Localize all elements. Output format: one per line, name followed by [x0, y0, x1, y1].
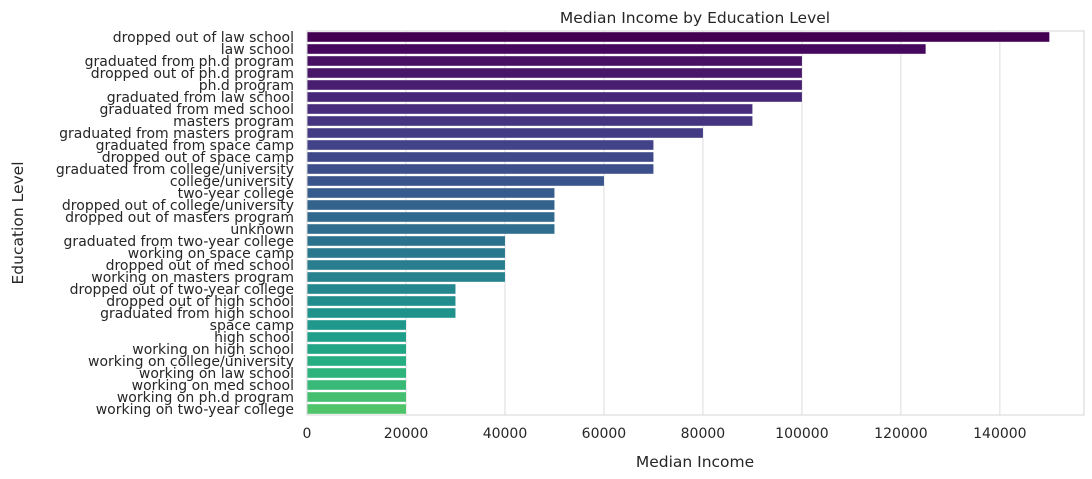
bar: [307, 128, 703, 138]
y-tick-label: working on high school: [132, 342, 294, 358]
y-tick-label: dropped out of med school: [106, 258, 294, 274]
y-tick-label: dropped out of high school: [106, 294, 294, 310]
y-tick-label: law school: [221, 42, 294, 58]
bar: [307, 368, 406, 378]
bar: [307, 404, 406, 414]
x-tick-label: 80000: [681, 426, 726, 442]
bar: [307, 32, 1050, 42]
x-tick-label: 20000: [384, 426, 429, 442]
bar: [307, 164, 654, 174]
y-tick-label: ph.d program: [199, 78, 294, 94]
y-tick-label: college/university: [170, 174, 294, 190]
bar: [307, 104, 753, 114]
bar: [307, 92, 802, 102]
y-tick-label: graduated from masters program: [59, 126, 294, 142]
bar: [307, 212, 555, 222]
y-tick-label: two-year college: [178, 186, 294, 202]
y-tick-label: dropped out of space camp: [102, 150, 294, 166]
y-axis-title: Education Level: [9, 161, 27, 284]
bar: [307, 272, 505, 282]
bar: [307, 140, 654, 150]
y-tick-label: working on ph.d program: [117, 390, 294, 406]
y-tick-label: graduated from two-year college: [64, 234, 294, 250]
bar: [307, 308, 456, 318]
y-tick-label: working on law school: [139, 366, 294, 382]
bar: [307, 344, 406, 354]
bar: [307, 296, 456, 306]
bar: [307, 356, 406, 366]
chart-title: Median Income by Education Level: [560, 9, 830, 27]
bar: [307, 68, 802, 78]
plot-frame: [306, 30, 1085, 416]
bar: [307, 200, 555, 210]
y-tick-label: dropped out of ph.d program: [91, 66, 294, 82]
y-tick-label: working on space camp: [128, 246, 294, 262]
x-tick-label: 100000: [775, 426, 828, 442]
y-tick-label: masters program: [173, 114, 294, 130]
bar: [307, 236, 505, 246]
bar: [307, 224, 555, 234]
y-tick-label: graduated from high school: [100, 306, 294, 322]
y-tick-label: graduated from med school: [99, 102, 294, 118]
y-tick-label: graduated from ph.d program: [85, 54, 294, 70]
bar: [307, 80, 802, 90]
y-tick-label: dropped out of college/university: [62, 198, 294, 214]
x-tick-label: 0: [303, 426, 312, 442]
bar: [307, 116, 753, 126]
x-tick-label: 140000: [973, 426, 1026, 442]
bar: [307, 392, 406, 402]
y-tick-label: graduated from law school: [107, 90, 294, 106]
bar: [307, 248, 505, 258]
x-tick-label: 120000: [874, 426, 927, 442]
bar: [307, 332, 406, 342]
y-tick-label: working on two-year college: [96, 402, 294, 418]
bar: [307, 44, 926, 54]
x-tick-label: 40000: [483, 426, 528, 442]
y-tick-label: dropped out of two-year college: [70, 282, 294, 298]
bar: [307, 56, 802, 66]
x-tick-label: 60000: [582, 426, 627, 442]
bar: [307, 320, 406, 330]
y-tick-label: space camp: [210, 318, 294, 334]
bars: [307, 32, 1050, 414]
y-tick-label: dropped out of masters program: [65, 210, 294, 226]
y-tick-label: working on masters program: [91, 270, 294, 286]
y-tick-label: working on college/university: [88, 354, 294, 370]
bar: [307, 152, 654, 162]
y-tick-label: high school: [214, 330, 294, 346]
bar: [307, 176, 604, 186]
y-tick-label: unknown: [230, 222, 294, 238]
y-tick-label: graduated from college/university: [56, 162, 294, 178]
y-tick-label: working on med school: [132, 378, 294, 394]
x-tick-labels: 0 20000 40000 60000 80000 100000 120000 140000: [303, 426, 1027, 442]
x-axis-title: Median Income: [636, 453, 754, 471]
bar: [307, 188, 555, 198]
bar: [307, 380, 406, 390]
bar: [307, 260, 505, 270]
y-tick-label: graduated from space camp: [96, 138, 294, 154]
y-tick-label: dropped out of law school: [113, 30, 294, 46]
bar: [307, 284, 456, 294]
